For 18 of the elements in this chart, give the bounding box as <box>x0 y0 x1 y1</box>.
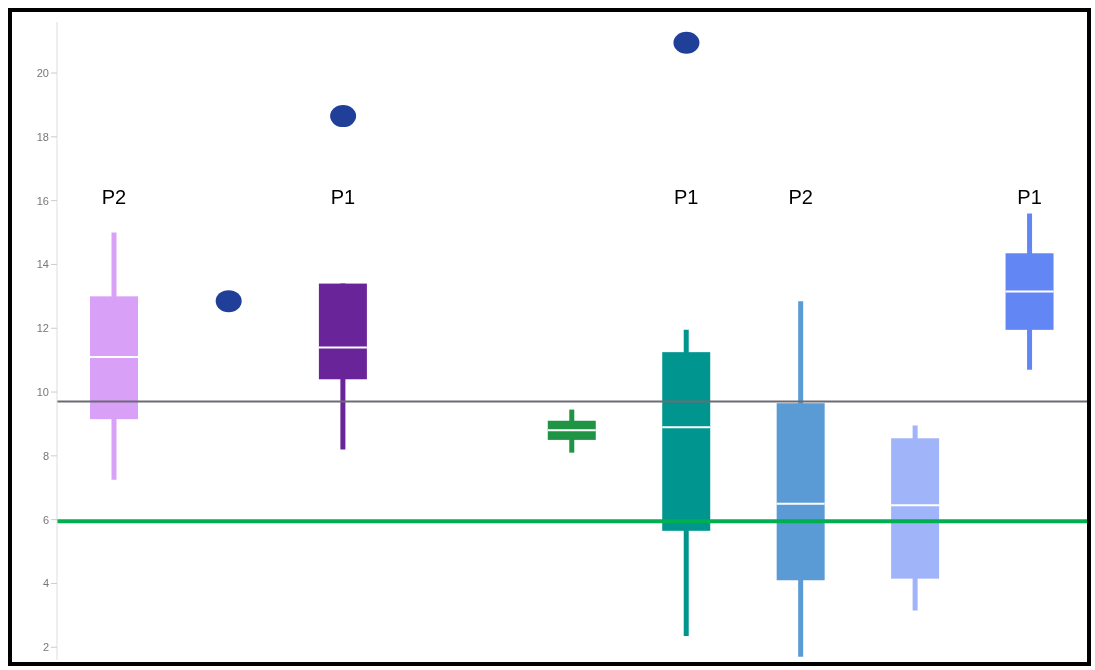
point <box>673 31 700 54</box>
y-tick-label: 18 <box>36 130 49 143</box>
y-tick-label: 10 <box>36 385 49 398</box>
text: P2 <box>788 186 813 208</box>
y-tick-label: 6 <box>42 513 49 526</box>
y-tick-label: 14 <box>36 258 49 271</box>
y-tick-label: 4 <box>42 577 49 590</box>
text: P1 <box>1017 186 1042 208</box>
point <box>215 290 242 313</box>
y-tick-label: 8 <box>42 449 49 462</box>
text: P2 <box>101 186 127 208</box>
y-tick-label: 2 <box>42 641 49 654</box>
text: P1 <box>673 186 699 208</box>
y-tick-label: 12 <box>36 322 49 335</box>
y-tick-label: 20 <box>36 66 49 79</box>
text: P1 <box>330 186 356 208</box>
y-tick-label: 16 <box>36 194 49 207</box>
point <box>330 105 357 128</box>
